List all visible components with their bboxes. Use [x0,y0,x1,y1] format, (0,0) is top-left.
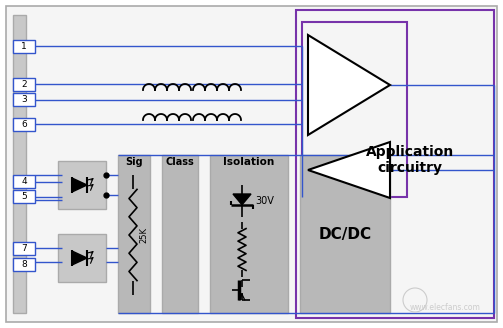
Text: 30V: 30V [255,196,274,206]
Polygon shape [72,178,87,192]
Bar [300,155,390,313]
Bar [58,234,106,282]
Text: 1: 1 [21,42,27,51]
Text: www.elecfans.com: www.elecfans.com [409,303,480,313]
Bar [13,40,35,53]
Text: 3: 3 [21,95,27,104]
Bar [13,190,35,203]
Text: Sig: Sig [125,157,143,167]
Text: 25K: 25K [139,227,148,243]
Bar [13,15,26,313]
Text: 5: 5 [21,192,27,201]
Bar [13,93,35,106]
Bar [118,155,150,313]
Bar [162,155,198,313]
Text: 2: 2 [21,80,27,89]
Text: 6: 6 [21,120,27,129]
Text: Isolation: Isolation [223,157,275,167]
Bar [296,10,494,318]
Text: 8: 8 [21,260,27,269]
Bar [13,258,35,271]
Bar [58,161,106,209]
Bar [13,242,35,255]
Bar [13,118,35,131]
Text: DC/DC: DC/DC [318,228,372,242]
Polygon shape [72,251,87,265]
Text: Class: Class [165,157,194,167]
Polygon shape [308,142,390,198]
Text: 4: 4 [21,177,27,186]
Text: 7: 7 [21,244,27,253]
Bar [13,175,35,188]
Bar [302,22,407,197]
Polygon shape [308,35,390,135]
Text: Application
circuitry: Application circuitry [366,145,454,175]
Bar [13,78,35,91]
Bar [210,155,288,313]
Polygon shape [233,194,251,205]
